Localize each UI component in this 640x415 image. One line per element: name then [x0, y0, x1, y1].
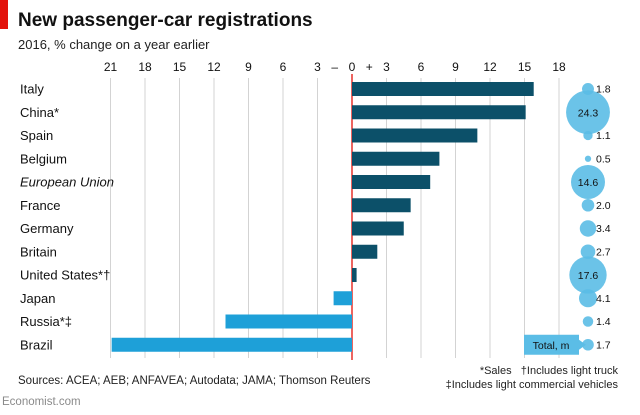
- x-tick-label: 6: [280, 60, 287, 74]
- total-value-label: 3.4: [596, 223, 611, 235]
- bar: [352, 268, 357, 282]
- bar: [352, 151, 440, 166]
- x-tick-label: 0: [349, 60, 356, 74]
- total-value-label: 1.1: [596, 130, 611, 142]
- x-tick-label: 6: [418, 60, 425, 74]
- x-tick-label: 12: [483, 60, 497, 74]
- total-value-label: 24.3: [578, 107, 599, 119]
- bar: [352, 105, 526, 120]
- x-tick-label: +: [366, 60, 373, 74]
- total-bubble: [582, 316, 594, 327]
- category-label: Spain: [20, 128, 53, 143]
- chart-subtitle: 2016, % change on a year earlier: [18, 37, 210, 52]
- category-label: European Union: [20, 175, 114, 190]
- x-tick-label: 9: [245, 60, 252, 74]
- category-label: Russia*‡: [20, 314, 72, 329]
- bar: [352, 198, 411, 213]
- total-value-label: 1.4: [596, 316, 611, 328]
- total-bubble: [566, 90, 610, 135]
- total-value-label: 1.8: [596, 84, 611, 96]
- x-tick-label: 3: [383, 60, 390, 74]
- total-key-label: Total, m: [533, 340, 570, 352]
- x-tick-label: 18: [552, 60, 566, 74]
- total-value-label: 0.5: [596, 153, 611, 165]
- total-value-label: 2.0: [596, 200, 611, 212]
- total-value-label: 4.1: [596, 293, 611, 305]
- x-tick-label: 3: [314, 60, 321, 74]
- brand-red-tab: [0, 0, 8, 29]
- bar: [225, 314, 352, 329]
- category-label: Japan: [20, 291, 55, 306]
- total-key-pointer: [579, 339, 586, 350]
- category-label: France: [20, 198, 60, 213]
- bar: [111, 337, 353, 352]
- total-bubble: [583, 130, 593, 141]
- x-tick-label: 21: [104, 60, 118, 74]
- total-bubble: [579, 220, 597, 237]
- footnote-truck: †Includes light truck: [520, 365, 618, 377]
- total-value-label: 2.7: [596, 246, 611, 258]
- x-tick-label: 15: [173, 60, 187, 74]
- x-tick-label: 12: [207, 60, 221, 74]
- bar: [352, 128, 478, 143]
- bar: [352, 82, 534, 96]
- category-label: Britain: [20, 244, 57, 259]
- bar: [333, 291, 352, 306]
- total-key-box: [524, 334, 579, 355]
- total-bubble: [569, 256, 607, 294]
- category-label: Belgium: [20, 151, 67, 166]
- bar: [352, 221, 404, 236]
- category-label: Germany: [20, 221, 74, 236]
- bar: [352, 244, 378, 259]
- total-bubble: [584, 155, 592, 162]
- x-tick-label: 18: [138, 60, 152, 74]
- footnotes: *Sales †Includes light truck ‡Includes l…: [446, 364, 618, 392]
- total-value-label: 17.6: [578, 270, 599, 282]
- sources-note: Sources: ACEA; AEB; ANFAVEA; Autodata; J…: [18, 375, 371, 387]
- category-label: Italy: [20, 82, 44, 97]
- brand-footer: Economist.com: [2, 396, 81, 408]
- total-value-label: 1.7: [596, 339, 611, 351]
- bar: [352, 175, 431, 189]
- x-tick-label: 9: [452, 60, 459, 74]
- footnote-sales: *Sales: [479, 365, 512, 377]
- x-tick-label: –: [331, 60, 338, 74]
- total-value-label: 14.6: [578, 177, 599, 189]
- total-bubble: [581, 198, 595, 212]
- category-label: China*: [20, 105, 59, 120]
- category-label: United States*†: [20, 268, 110, 283]
- total-bubble: [578, 289, 598, 308]
- x-tick-label: 15: [518, 60, 532, 74]
- total-bubble: [580, 244, 596, 260]
- category-label: Brazil: [20, 337, 53, 352]
- chart-title: New passenger-car registrations: [18, 10, 313, 31]
- footnote-commercial: ‡Includes light commercial vehicles: [445, 379, 618, 391]
- total-bubble: [582, 338, 594, 351]
- total-bubble: [570, 164, 606, 200]
